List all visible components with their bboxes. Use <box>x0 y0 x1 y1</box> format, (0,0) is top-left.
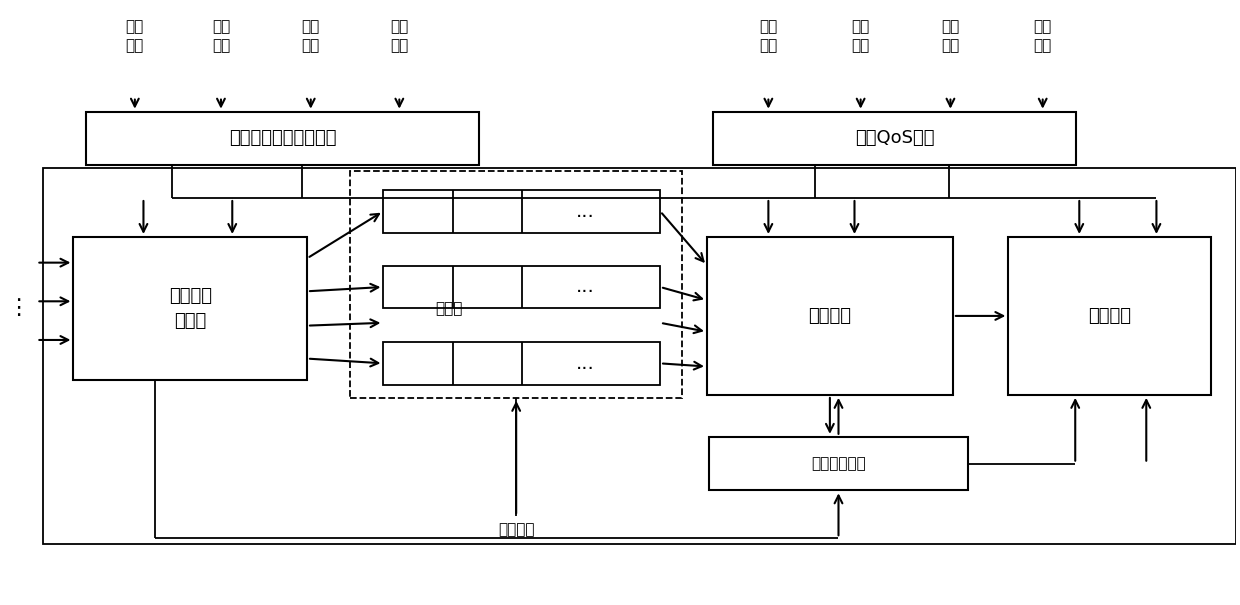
Text: 其他资源控制: 其他资源控制 <box>811 456 866 471</box>
Text: 干扰
监测: 干扰 监测 <box>125 19 144 53</box>
Text: 缓冲区: 缓冲区 <box>435 301 463 316</box>
Text: ...: ... <box>577 201 595 221</box>
Text: ⋮: ⋮ <box>7 298 29 318</box>
FancyBboxPatch shape <box>383 342 660 385</box>
Text: 业务
类型: 业务 类型 <box>1034 19 1052 53</box>
FancyBboxPatch shape <box>707 237 952 395</box>
Text: 对有限的无线资源估计: 对有限的无线资源估计 <box>228 129 336 148</box>
FancyBboxPatch shape <box>713 111 1076 165</box>
FancyBboxPatch shape <box>709 437 967 491</box>
FancyBboxPatch shape <box>1008 237 1211 395</box>
Text: ...: ... <box>577 354 595 373</box>
Text: 资源调度: 资源调度 <box>808 307 852 325</box>
FancyBboxPatch shape <box>383 266 660 309</box>
Text: 调度执行: 调度执行 <box>1089 307 1131 325</box>
FancyBboxPatch shape <box>73 237 308 380</box>
Text: 信道
状态: 信道 状态 <box>852 19 869 53</box>
FancyBboxPatch shape <box>383 190 660 233</box>
Text: 队列管理: 队列管理 <box>498 522 534 537</box>
Text: 负荷
监测: 负荷 监测 <box>941 19 960 53</box>
Text: 资源
约束: 资源 约束 <box>391 19 408 53</box>
Text: 信道
状态: 信道 状态 <box>212 19 231 53</box>
FancyBboxPatch shape <box>350 171 682 398</box>
Text: 干扰
监测: 干扰 监测 <box>759 19 777 53</box>
Text: 接入选择
与控制: 接入选择 与控制 <box>169 287 212 330</box>
FancyBboxPatch shape <box>86 111 480 165</box>
Text: 业务QoS需求: 业务QoS需求 <box>854 129 934 148</box>
Text: ...: ... <box>577 278 595 296</box>
Text: 负荷
监测: 负荷 监测 <box>301 19 320 53</box>
